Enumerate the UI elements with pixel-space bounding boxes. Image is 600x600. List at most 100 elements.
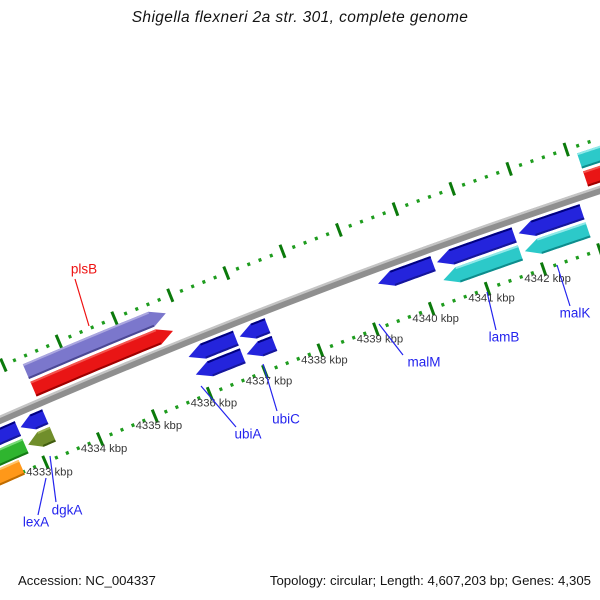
plsB-arrow-category-bevel-bottom <box>28 324 155 380</box>
dgkA-label[interactable]: dgkA <box>52 503 83 518</box>
ruler-major-tick <box>0 358 8 373</box>
ruler-dot <box>529 159 534 164</box>
ruler-dot <box>240 378 245 383</box>
lamB-arrow-category[interactable] <box>443 245 523 283</box>
gene-arrow-extra-bevel-bottom <box>0 472 25 486</box>
ruler-dot <box>362 331 367 336</box>
ubiA-label[interactable]: ubiA <box>234 427 261 442</box>
ruler-dot <box>130 423 135 428</box>
lexA-arrow-bevel-top <box>0 421 16 430</box>
ruler-dot <box>269 253 274 258</box>
gene-arrow-extra-bevel-top <box>0 459 20 471</box>
ruler-dot <box>141 418 146 423</box>
ruler-dot <box>541 155 546 160</box>
ubiA-arrow-bevel-bottom <box>205 343 239 359</box>
ruler-dot <box>351 335 356 340</box>
ruler-dot <box>461 182 466 187</box>
ruler-dot <box>427 194 432 199</box>
malM-label[interactable]: malM <box>408 355 441 370</box>
ruler-dot <box>157 297 162 303</box>
ruler-dot <box>472 178 477 183</box>
ruler-major-tick <box>316 343 325 358</box>
ubiA-arrow-category[interactable] <box>195 348 246 377</box>
ruler-dot <box>507 278 512 283</box>
lamB-leader-line <box>486 291 497 331</box>
status-topology: Topology: circular; Length: 4,607,203 bp… <box>270 573 591 588</box>
dgkA-arrow[interactable] <box>20 409 49 430</box>
lamB-arrow-bevel-bottom <box>453 240 517 265</box>
ruler-major-tick <box>110 311 119 326</box>
ruler-dot <box>552 263 557 268</box>
ruler-dot <box>382 211 387 216</box>
ruler-dot <box>303 240 308 245</box>
ubiC-label[interactable]: ubiC <box>272 412 300 427</box>
plsB-arrow-category[interactable] <box>22 311 166 379</box>
ruler-dot <box>285 360 290 366</box>
ruler-dot <box>404 202 409 208</box>
malK-label[interactable]: malK <box>560 306 591 321</box>
backbone-arc <box>0 185 600 425</box>
ruler-dot <box>496 282 501 287</box>
ruler-major-tick <box>222 266 231 281</box>
ruler-dot <box>123 311 128 316</box>
malK-arrow[interactable] <box>518 204 585 236</box>
ruler-major-tick <box>41 455 50 470</box>
ruler-dot <box>54 455 59 460</box>
ruler-dot <box>45 343 50 349</box>
ubiC-arrow[interactable] <box>239 318 271 339</box>
ubiC-arrow-bevel-bottom <box>255 331 271 339</box>
ruler-dot <box>235 266 240 271</box>
lexA-label[interactable]: lexA <box>23 515 49 530</box>
plsB-arrow[interactable] <box>30 329 173 397</box>
ruler-tick-label: 4333 kbp <box>26 466 72 478</box>
malM-arrow[interactable] <box>378 256 436 286</box>
ruler-dot <box>552 151 557 156</box>
ruler-major-tick <box>166 288 175 303</box>
ruler-dot <box>76 446 81 451</box>
ruler-tick-label: 4335 kbp <box>136 420 182 432</box>
ruler-tick-label: 4340 kbp <box>412 313 458 325</box>
lamB-arrow[interactable] <box>437 227 517 265</box>
status-accession: Accession: NC_004337 <box>18 573 156 588</box>
ruler-tick-label: 4338 kbp <box>301 354 347 366</box>
ruler-dot <box>34 348 39 353</box>
malK-leader-line <box>556 264 571 307</box>
ruler-dot <box>484 174 489 179</box>
plsB-arrow-bevel-bottom <box>35 342 162 397</box>
ruler-dot <box>307 352 312 357</box>
ruler-dot <box>119 427 125 432</box>
ubiC-arrow-category[interactable] <box>246 335 278 357</box>
ruler-major-tick <box>427 301 436 316</box>
ruler-tick-label: 4336 kbp <box>191 398 237 410</box>
lamB-label[interactable]: lamB <box>489 330 520 345</box>
gene-arrow-bevel-bottom <box>587 180 600 187</box>
ubiC-leader-line <box>262 363 278 412</box>
ruler-major-tick <box>372 322 380 337</box>
lexA-arrow-bevel-bottom <box>0 434 22 446</box>
plsB-arrow-category-bevel-top <box>22 311 150 367</box>
dgkA-arrow-category-bevel-bottom <box>42 439 56 447</box>
ubiA-arrow[interactable] <box>188 330 239 359</box>
dgkA-leader-line <box>49 455 57 503</box>
ruler-major-tick <box>95 431 105 447</box>
dgkA-arrow-category[interactable] <box>28 426 56 447</box>
ruler-dot <box>348 223 353 228</box>
lexA-arrow-category-bevel-top <box>0 438 24 451</box>
plsB-label[interactable]: plsB <box>71 262 97 277</box>
ruler-dot <box>575 255 580 260</box>
ruler-tick-label: 4342 kbp <box>524 273 570 285</box>
malM-arrow-bevel-top <box>389 256 432 273</box>
ubiC-arrow-category-bevel-top <box>257 335 273 344</box>
ruler-dot <box>163 409 168 414</box>
ubiA-arrow-category-bevel-top <box>207 348 241 364</box>
ruler-dot <box>314 236 319 241</box>
ruler-dot <box>418 310 423 315</box>
map-layers: 4333 kbp 4334 kbp 4335 kbp 4336 kbp 4337 kbp… <box>0 139 600 530</box>
malK-arrow-bevel-bottom <box>535 217 585 236</box>
malM-arrow-bevel-bottom <box>394 269 436 286</box>
malK-arrow-category[interactable] <box>524 222 591 254</box>
ruler-dot <box>440 302 445 307</box>
ruler-major-tick <box>505 161 513 177</box>
ruler-dot <box>296 356 301 361</box>
